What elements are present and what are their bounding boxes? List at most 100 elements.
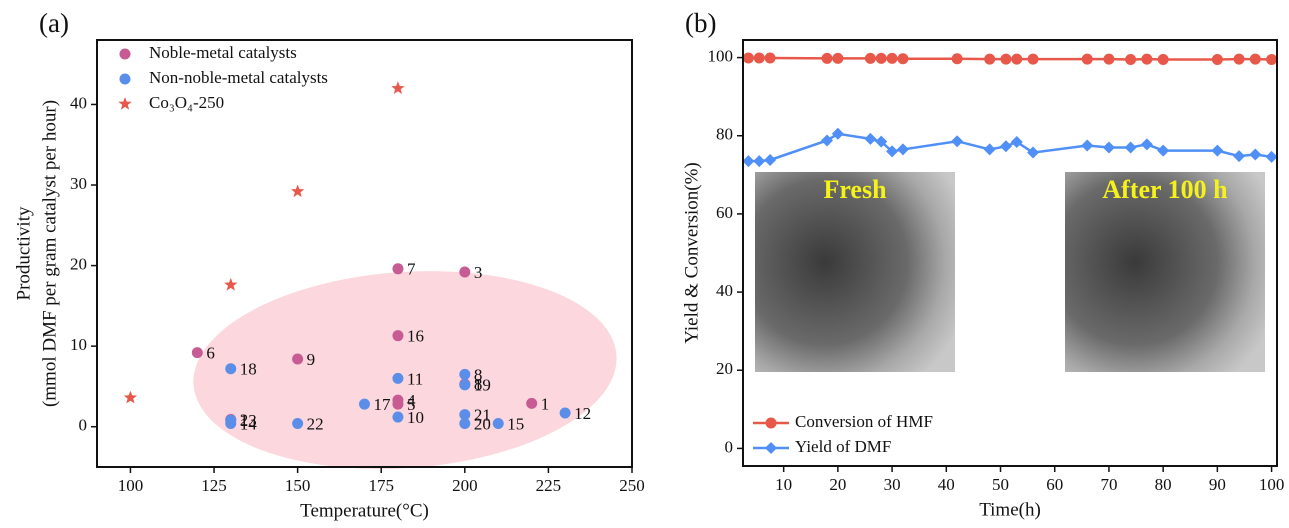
x-tick-label: 225	[536, 476, 562, 495]
y-tick-label: 20	[716, 359, 733, 378]
star-marker	[118, 97, 131, 110]
circle-marker	[392, 399, 403, 410]
circle-marker	[225, 363, 236, 374]
legend-label: Co₃O₄-250	[149, 93, 224, 112]
y-tick-label: 10	[70, 335, 87, 354]
y-tick-label: 80	[716, 125, 733, 144]
x-tick-label: 100	[1259, 475, 1285, 494]
circle-marker	[392, 373, 403, 384]
y-axis-title: Yield & Conversion(%)	[681, 162, 702, 344]
circle-marker	[225, 418, 236, 429]
circle-marker	[1250, 54, 1261, 65]
circle-marker	[560, 408, 571, 419]
point-label: 10	[407, 408, 424, 427]
circle-marker	[459, 418, 470, 429]
x-tick-label: 50	[992, 475, 1009, 494]
diamond-marker	[764, 154, 776, 166]
diamond-marker	[1249, 149, 1261, 161]
diamond-marker	[742, 155, 754, 167]
panel-label: (a)	[39, 8, 69, 38]
circle-marker	[120, 49, 131, 60]
star-marker	[291, 185, 304, 198]
diamond-marker	[864, 133, 876, 145]
legend-label: Yield of DMF	[795, 437, 891, 456]
y-tick-label: 0	[725, 437, 734, 456]
circle-marker	[1125, 54, 1136, 65]
circle-marker	[765, 52, 776, 63]
point-label: 15	[507, 414, 524, 433]
x-tick-label: 80	[1155, 475, 1172, 494]
point-label: 1	[541, 394, 550, 413]
x-tick-label: 20	[829, 475, 846, 494]
point-label: 18	[240, 360, 257, 379]
inset-label: After 100 h	[1102, 175, 1228, 204]
diamond-marker	[1125, 141, 1137, 153]
diamond-marker	[1211, 145, 1223, 157]
y-tick-label: 0	[79, 416, 88, 435]
circle-marker	[392, 412, 403, 423]
point-label: 16	[407, 327, 424, 346]
y-tick-label: 60	[716, 203, 733, 222]
circle-marker	[887, 53, 898, 64]
x-tick-label: 150	[285, 476, 311, 495]
diamond-marker	[1081, 140, 1093, 152]
y-tick-label: 40	[70, 93, 87, 112]
point-label: 14	[240, 414, 258, 433]
point-label: 20	[474, 414, 491, 433]
x-tick-label: 30	[884, 475, 901, 494]
circle-marker	[120, 74, 131, 85]
circle-marker	[392, 263, 403, 274]
circle-marker	[897, 53, 908, 64]
circle-marker	[766, 418, 777, 429]
circle-marker	[984, 54, 995, 65]
panel-label: (b)	[685, 8, 716, 38]
diamond-marker	[897, 143, 909, 155]
circle-marker	[865, 53, 876, 64]
circle-marker	[1158, 54, 1169, 65]
x-tick-label: 60	[1046, 475, 1063, 494]
x-tick-label: 40	[938, 475, 955, 494]
circle-marker	[292, 354, 303, 365]
point-label: 7	[407, 260, 416, 279]
point-label: 3	[474, 263, 483, 282]
diamond-marker	[1103, 141, 1115, 153]
x-tick-label: 70	[1100, 475, 1117, 494]
circle-marker	[1266, 54, 1277, 65]
circle-marker	[1082, 54, 1093, 65]
point-label: 22	[307, 414, 324, 433]
star-marker	[224, 278, 237, 291]
circle-marker	[876, 53, 887, 64]
x-tick-label: 175	[368, 476, 394, 495]
circle-marker	[192, 347, 203, 358]
legend-label: Noble-metal catalysts	[149, 43, 297, 62]
legend-label: Conversion of HMF	[795, 412, 933, 431]
diamond-marker	[821, 134, 833, 146]
circle-marker	[1212, 54, 1223, 65]
circle-marker	[1234, 54, 1245, 65]
y-axis-title: Productivity	[13, 206, 34, 300]
diamond-marker	[1266, 151, 1278, 163]
circle-marker	[743, 52, 754, 63]
star-marker	[124, 391, 137, 404]
circle-marker	[1000, 54, 1011, 65]
diamond-marker	[984, 143, 996, 155]
point-label: 9	[307, 350, 316, 369]
x-tick-label: 200	[452, 476, 478, 495]
x-axis-title: Temperature(°C)	[300, 500, 429, 521]
y-tick-label: 100	[708, 46, 734, 65]
point-label: 19	[474, 376, 491, 395]
circle-marker	[832, 53, 843, 64]
y-tick-label: 30	[70, 174, 87, 193]
diamond-marker	[765, 442, 777, 454]
x-tick-label: 125	[201, 476, 227, 495]
circle-marker	[952, 53, 963, 64]
x-tick-label: 100	[118, 476, 144, 495]
circle-marker	[1028, 54, 1039, 65]
y-axis-title: (mmol DMF per gram catalyst per hour)	[39, 100, 60, 407]
circle-marker	[822, 53, 833, 64]
diamond-marker	[753, 155, 765, 167]
diamond-marker	[1157, 145, 1169, 157]
circle-marker	[292, 418, 303, 429]
point-label: 17	[374, 395, 392, 414]
circle-marker	[459, 379, 470, 390]
